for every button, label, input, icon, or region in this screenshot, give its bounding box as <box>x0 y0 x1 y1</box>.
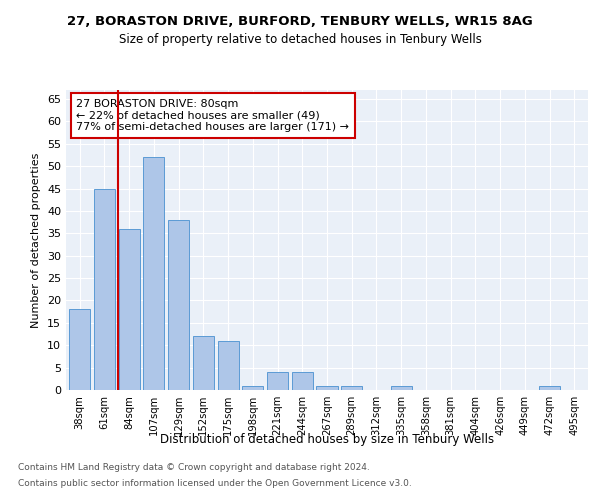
Bar <box>341 386 362 390</box>
Text: Contains public sector information licensed under the Open Government Licence v3: Contains public sector information licen… <box>18 478 412 488</box>
Text: Size of property relative to detached houses in Tenbury Wells: Size of property relative to detached ho… <box>119 32 481 46</box>
Bar <box>539 386 560 390</box>
Bar <box>168 220 189 390</box>
Bar <box>218 340 239 390</box>
Bar <box>316 386 338 390</box>
Text: Contains HM Land Registry data © Crown copyright and database right 2024.: Contains HM Land Registry data © Crown c… <box>18 464 370 472</box>
Bar <box>94 188 115 390</box>
Text: 27 BORASTON DRIVE: 80sqm
← 22% of detached houses are smaller (49)
77% of semi-d: 27 BORASTON DRIVE: 80sqm ← 22% of detach… <box>76 99 349 132</box>
Bar <box>391 386 412 390</box>
Bar <box>267 372 288 390</box>
Y-axis label: Number of detached properties: Number of detached properties <box>31 152 41 328</box>
Bar <box>193 336 214 390</box>
Text: 27, BORASTON DRIVE, BURFORD, TENBURY WELLS, WR15 8AG: 27, BORASTON DRIVE, BURFORD, TENBURY WEL… <box>67 15 533 28</box>
Bar <box>242 386 263 390</box>
Bar <box>69 310 90 390</box>
Bar <box>143 157 164 390</box>
Bar <box>292 372 313 390</box>
Bar <box>119 229 140 390</box>
Text: Distribution of detached houses by size in Tenbury Wells: Distribution of detached houses by size … <box>160 432 494 446</box>
